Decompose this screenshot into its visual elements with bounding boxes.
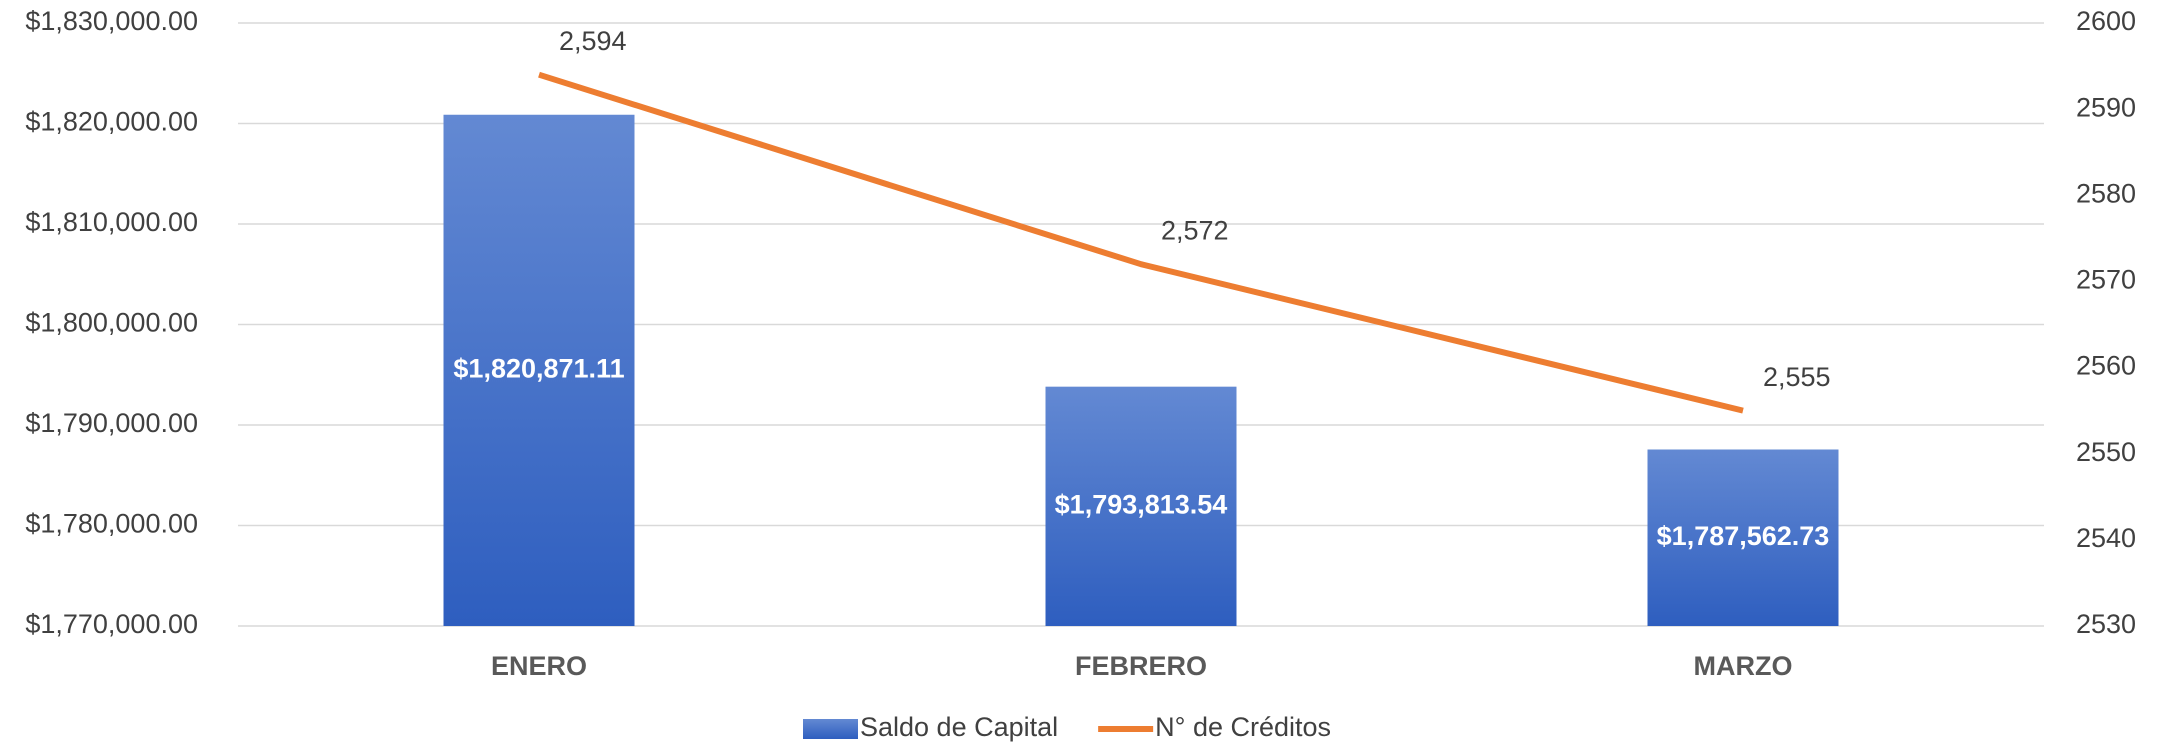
y-tick-label: $1,800,000.00 bbox=[25, 308, 198, 338]
y2-tick-label: 2530 bbox=[2076, 609, 2136, 639]
line-data-label: 2,555 bbox=[1763, 362, 1831, 392]
legend-label: Saldo de Capital bbox=[860, 712, 1058, 742]
bar-data-label: $1,820,871.11 bbox=[453, 353, 624, 383]
line-data-label: 2,594 bbox=[559, 26, 627, 56]
y2-tick-label: 2580 bbox=[2076, 178, 2136, 208]
y-tick-label: $1,770,000.00 bbox=[25, 609, 198, 639]
legend-swatch bbox=[803, 719, 858, 739]
y2-tick-label: 2600 bbox=[2076, 6, 2136, 36]
y-tick-label: $1,820,000.00 bbox=[25, 107, 198, 137]
bar bbox=[1045, 386, 1237, 626]
bar-data-label: $1,787,562.73 bbox=[1657, 521, 1830, 551]
bar-data-label: $1,793,813.54 bbox=[1055, 489, 1228, 519]
y2-tick-label: 2550 bbox=[2076, 437, 2136, 467]
bar bbox=[443, 114, 635, 626]
x-tick-label: ENERO bbox=[491, 651, 587, 681]
y2-tick-label: 2540 bbox=[2076, 523, 2136, 553]
y-tick-label: $1,780,000.00 bbox=[25, 509, 198, 539]
x-tick-label: FEBRERO bbox=[1075, 651, 1207, 681]
y-tick-label: $1,830,000.00 bbox=[25, 6, 198, 36]
bar bbox=[1647, 449, 1839, 626]
y-tick-label: $1,810,000.00 bbox=[25, 207, 198, 237]
line bbox=[538, 71, 1744, 414]
y2-tick-label: 2560 bbox=[2076, 351, 2136, 381]
y2-tick-label: 2590 bbox=[2076, 92, 2136, 122]
legend-label: N° de Créditos bbox=[1155, 712, 1331, 742]
x-tick-label: MARZO bbox=[1694, 651, 1793, 681]
line-data-label: 2,572 bbox=[1161, 215, 1229, 245]
y2-tick-label: 2570 bbox=[2076, 265, 2136, 295]
y-tick-label: $1,790,000.00 bbox=[25, 408, 198, 438]
